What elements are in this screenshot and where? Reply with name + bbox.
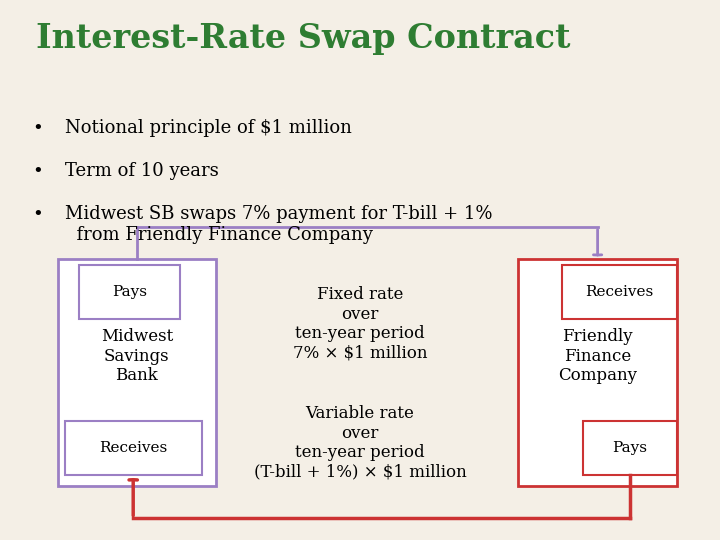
FancyBboxPatch shape — [562, 265, 677, 319]
Text: Midwest
Savings
Bank: Midwest Savings Bank — [101, 328, 173, 384]
Text: •: • — [32, 162, 43, 180]
Text: Pays: Pays — [112, 285, 147, 299]
Text: Pays: Pays — [613, 441, 647, 455]
Text: •: • — [32, 119, 43, 137]
Text: Interest-Rate Swap Contract: Interest-Rate Swap Contract — [36, 22, 570, 55]
FancyBboxPatch shape — [65, 421, 202, 475]
Text: Variable rate
over
ten-year period
(T-bill + 1%) × $1 million: Variable rate over ten-year period (T-bi… — [253, 405, 467, 481]
FancyBboxPatch shape — [58, 259, 216, 486]
Text: Receives: Receives — [99, 441, 167, 455]
FancyBboxPatch shape — [79, 265, 180, 319]
Text: Notional principle of $1 million: Notional principle of $1 million — [65, 119, 351, 137]
Text: Receives: Receives — [585, 285, 653, 299]
FancyBboxPatch shape — [518, 259, 677, 486]
Text: Friendly
Finance
Company: Friendly Finance Company — [558, 328, 637, 384]
FancyBboxPatch shape — [583, 421, 677, 475]
Text: •: • — [32, 205, 43, 223]
Text: Midwest SB swaps 7% payment for T-bill + 1%
  from Friendly Finance Company: Midwest SB swaps 7% payment for T-bill +… — [65, 205, 492, 244]
Text: Term of 10 years: Term of 10 years — [65, 162, 219, 180]
Text: Fixed rate
over
ten-year period
7% × $1 million: Fixed rate over ten-year period 7% × $1 … — [293, 286, 427, 362]
